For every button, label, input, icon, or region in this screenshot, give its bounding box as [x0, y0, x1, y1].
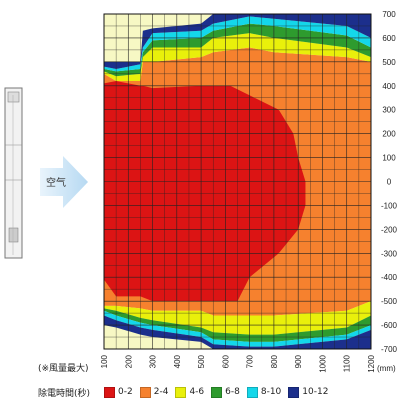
y-tick-label: 0: [387, 178, 392, 187]
top-band-6-8: [104, 23, 371, 77]
legend-swatch: [211, 386, 223, 398]
x-tick-label: 600: [221, 354, 230, 368]
x-tick-label: 200: [124, 354, 133, 368]
y-tick-label: 400: [382, 82, 396, 91]
x-tick-label: 1200: [367, 354, 376, 372]
y-tick-label: -500: [381, 297, 398, 306]
airflow-arrow-icon: [40, 156, 88, 208]
legend: 除電時間(秒) 0-2 2-4 4-6 6-8 8-10 10-12: [38, 386, 335, 399]
legend-label: 10-12: [302, 387, 329, 397]
y-tick-label: -700: [381, 345, 398, 354]
legend-items: 0-2 2-4 4-6 6-8 8-10 10-12: [104, 386, 335, 398]
x-tick-label: 400: [173, 354, 182, 368]
x-tick-label: 900: [294, 354, 303, 368]
x-tick-label: 500: [197, 354, 206, 368]
x-tick-label: 100: [100, 354, 109, 368]
legend-label: 6-8: [225, 387, 240, 397]
legend-title: 除電時間(秒): [38, 388, 91, 399]
legend-item-2-4: 2-4: [139, 386, 169, 398]
max-airflow-note: (※風量最大): [38, 364, 89, 374]
ionizer-device-illustration: [4, 87, 23, 259]
y-tick-label: -100: [381, 201, 398, 210]
legend-item-8-10: 8-10: [246, 386, 282, 398]
legend-swatch: [175, 386, 187, 398]
x-unit-label: (mm): [377, 364, 396, 373]
zone-0-2-core: [104, 81, 306, 302]
legend-label: 2-4: [153, 387, 169, 397]
x-tick-label: 800: [270, 354, 279, 368]
legend-item-10-12: 10-12: [288, 386, 329, 398]
y-tick-label: -300: [381, 249, 398, 258]
bottom-band-6-8: [104, 308, 371, 342]
bottom-band-8-10: [104, 310, 371, 347]
airflow-label: 空气: [46, 178, 66, 189]
legend-item-6-8: 6-8: [211, 386, 240, 398]
legend-label: 4-6: [189, 387, 205, 397]
plot-frame: [103, 13, 372, 350]
legend-label: 8-10: [260, 387, 282, 397]
legend-item-4-6: 4-6: [175, 386, 205, 398]
y-tick-label: 100: [382, 154, 396, 163]
y-tick-label: 200: [382, 130, 396, 139]
top-band-4-6: [104, 33, 371, 81]
bottom-band-10-12: [104, 315, 371, 349]
legend-label: 0-2: [118, 387, 133, 397]
y-tick-label: 600: [382, 34, 396, 43]
x-tick-label: 1000: [318, 354, 327, 372]
x-tick-label: 1100: [343, 354, 352, 372]
y-tick-label: 500: [382, 58, 396, 67]
y-tick-label: -600: [381, 321, 398, 330]
x-tick-label: 300: [149, 354, 158, 368]
y-tick-label: -200: [381, 225, 398, 234]
legend-item-0-2: 0-2: [104, 386, 133, 398]
legend-swatch: [139, 386, 151, 398]
y-tick-label: -400: [381, 273, 398, 282]
legend-swatch: [104, 386, 116, 398]
legend-swatch: [246, 386, 258, 398]
legend-swatch: [288, 386, 300, 398]
x-tick-label: 700: [246, 354, 255, 368]
y-tick-label: 300: [382, 106, 396, 115]
y-tick-label: 700: [382, 10, 396, 19]
top-band-10-12: [104, 14, 371, 70]
